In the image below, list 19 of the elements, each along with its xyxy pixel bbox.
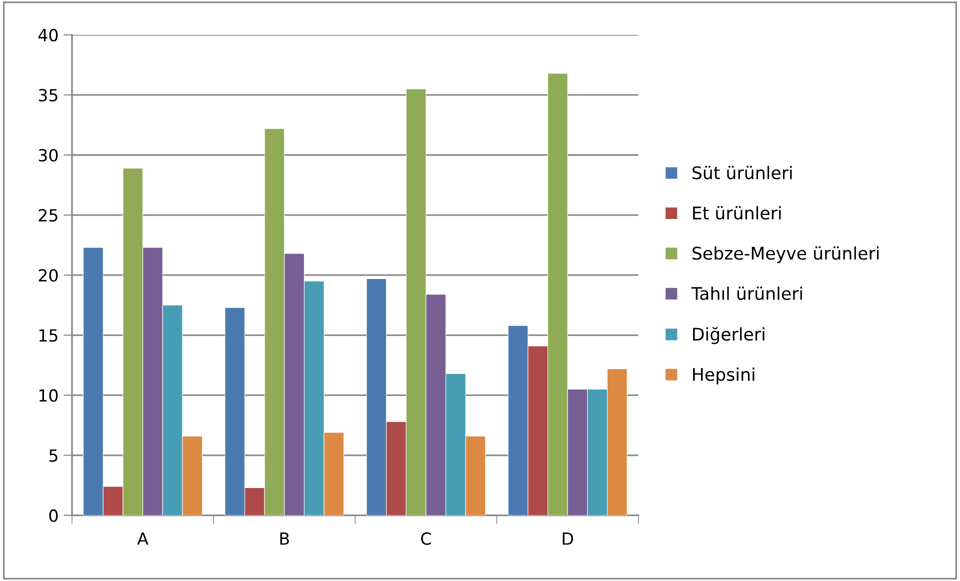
legend-label: Et ürünleri (693, 206, 781, 220)
legend-label: Sebze-Meyve ürünleri (692, 246, 879, 264)
y-tick-label: 10 (39, 389, 58, 402)
y-tick-label: 35 (38, 88, 58, 102)
x-tick-label: C (421, 532, 431, 545)
legend-label: Diğerleri (693, 326, 764, 344)
y-tick-label: 40 (38, 28, 58, 42)
y-tick-label: 0 (49, 509, 58, 522)
legend-label: Süt ürünleri (692, 166, 792, 180)
x-tick-label: A (137, 532, 148, 545)
legend-label: Hepsini (693, 368, 754, 384)
x-tick-label: B (280, 532, 289, 545)
legend-label: Tahıl ürünleri (691, 286, 802, 300)
y-tick-label: 25 (38, 209, 58, 222)
y-tick-label: 30 (38, 148, 58, 162)
y-tick-label: 5 (49, 449, 58, 462)
y-tick-label: 15 (39, 329, 58, 342)
y-tick-label: 20 (38, 269, 58, 282)
x-tick-label: D (562, 532, 574, 545)
